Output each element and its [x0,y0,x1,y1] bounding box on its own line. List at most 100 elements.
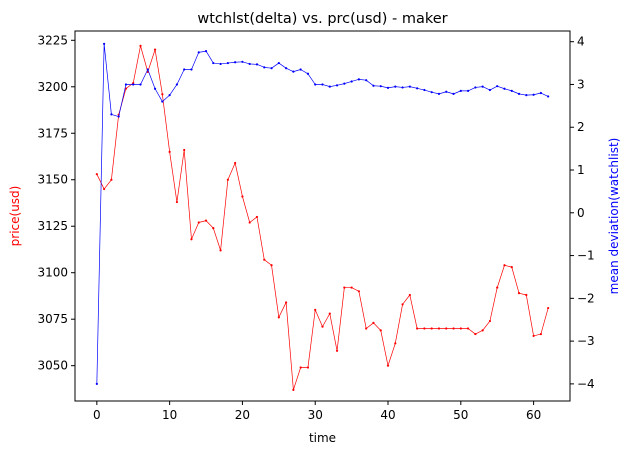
left-y-tick-label: 3175 [37,126,68,140]
price-data-point [416,327,419,330]
price-data-point [488,319,492,323]
price-data-point [161,93,164,96]
x-tick-label: 30 [308,408,323,422]
x-axis-ticks: 0 10 20 30 40 50 60 [93,401,541,422]
price-data-point [248,221,251,224]
price-data-point [386,364,390,367]
price-data-point [204,219,208,222]
price-data-point [139,44,142,47]
watchlist-data-point [547,95,550,98]
series-layer [95,42,550,391]
watchlist-data-point [321,83,324,86]
watchlist-series [95,42,550,385]
chart-title: wtchlst(delta) vs. prc(usd) - maker [197,11,447,27]
right-y-tick-label: −1 [577,249,595,263]
watchlist-data-point [277,61,280,65]
plot-frame [74,30,571,402]
watchlist-data-point [241,60,244,63]
watchlist-data-point [539,91,542,95]
price-series-line [96,45,549,391]
left-y-tick-label: 3225 [37,33,68,47]
watchlist-data-point [110,113,113,116]
left-y-axis-label: price(usd) [8,186,22,247]
watchlist-data-point [350,80,353,83]
price-data-point [459,327,462,330]
right-y-tick-label: 0 [577,206,585,220]
x-tick-label: 50 [453,408,468,422]
watchlist-data-point [270,67,273,70]
price-data-point [103,187,106,191]
price-data-point [255,215,259,219]
watchlist-data-point [437,92,441,95]
price-data-point [394,342,397,345]
price-data-point [241,195,244,198]
right-y-axis-label: mean deviation(watchlist) [607,138,621,295]
watchlist-data-point [481,85,484,88]
watchlist-data-point [161,100,164,103]
watchlist-data-point [343,82,346,85]
price-data-point [299,366,302,369]
price-data-point [379,329,382,332]
right-y-tick-label: −2 [577,291,595,305]
price-data-point [234,161,237,165]
price-data-point [306,366,310,369]
price-data-point [525,293,528,297]
price-data-point [357,290,360,293]
watchlist-data-point [394,85,397,88]
price-data-point [547,306,550,310]
watchlist-data-point [474,86,477,89]
price-data-point [226,178,229,181]
price-data-point [197,221,200,224]
price-data-point [532,334,535,338]
x-tick-label: 0 [93,408,101,422]
watchlist-data-point [292,70,295,73]
x-axis-label: time [309,431,336,445]
left-y-tick-label: 3100 [37,266,68,280]
watchlist-data-point [285,67,288,70]
watchlist-data-point [466,89,470,92]
price-data-point [372,321,375,325]
price-data-point [321,325,324,328]
x-tick-label: 10 [162,408,177,422]
watchlist-data-point [416,87,419,90]
watchlist-data-point [365,79,368,82]
right-y-tick-label: 4 [577,35,585,49]
watchlist-data-point [132,83,135,86]
watchlist-data-point [183,68,186,71]
price-data-point [437,327,441,330]
price-data-point [365,327,368,330]
watchlist-data-point [117,115,120,118]
right-y-tick-label: 1 [577,163,585,177]
price-data-point [95,173,98,176]
watchlist-data-point [306,72,310,75]
watchlist-data-point [226,61,229,65]
watchlist-data-point [503,87,506,90]
plot-border [74,30,571,402]
price-data-point [496,286,499,289]
price-data-point [350,286,353,289]
price-data-point [503,264,506,267]
watchlist-data-point [459,89,462,92]
watchlist-data-point [386,86,390,89]
watchlist-data-point [408,85,411,88]
watchlist-data-point [401,86,404,89]
right-y-tick-label: 2 [577,120,585,134]
price-data-point [292,388,295,391]
watchlist-data-point [335,84,339,87]
price-data-point [328,312,331,315]
price-data-point [408,293,411,297]
price-data-point [190,238,193,241]
price-data-point [277,316,280,319]
watchlist-data-point [314,83,317,86]
watchlist-data-point [525,94,528,97]
watchlist-data-point [328,85,331,88]
watchlist-data-point [234,61,237,64]
watchlist-data-point [452,92,455,95]
price-data-point [168,150,171,153]
right-y-tick-label: 3 [577,77,585,91]
price-data-point [481,329,484,332]
watchlist-data-point [423,88,426,92]
price-data-point [423,327,426,330]
price-data-point [466,327,470,330]
